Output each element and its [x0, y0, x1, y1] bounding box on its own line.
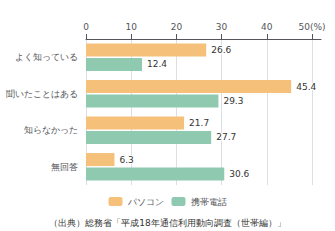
svg-text:20: 20: [171, 22, 183, 32]
svg-text:無回答: 無回答: [51, 162, 78, 172]
svg-text:0: 0: [83, 22, 89, 32]
svg-text:29.3: 29.3: [223, 96, 243, 106]
svg-text:6.3: 6.3: [119, 155, 133, 165]
svg-text:（出典）総務省「平成18年通信利用動向調査（世帯編）」: （出典）総務省「平成18年通信利用動向調査（世帯編）」: [49, 218, 285, 228]
svg-text:パソコン: パソコン: [127, 197, 164, 207]
svg-text:知らなかった: 知らなかった: [24, 125, 78, 135]
svg-text:26.6: 26.6: [211, 45, 231, 55]
svg-text:携帯電話: 携帯電話: [191, 197, 227, 207]
svg-text:30.6: 30.6: [229, 169, 249, 179]
svg-text:50(%): 50(%): [298, 22, 325, 32]
svg-text:27.7: 27.7: [216, 132, 236, 142]
svg-text:よく知っている: よく知っている: [15, 52, 78, 62]
svg-text:21.7: 21.7: [189, 118, 209, 128]
svg-text:聞いたことはある: 聞いたことはある: [6, 89, 78, 99]
svg-text:45.4: 45.4: [296, 82, 316, 92]
svg-text:30: 30: [216, 22, 228, 32]
svg-text:40: 40: [261, 22, 273, 32]
svg-text:12.4: 12.4: [147, 59, 167, 69]
svg-text:10: 10: [125, 22, 137, 32]
